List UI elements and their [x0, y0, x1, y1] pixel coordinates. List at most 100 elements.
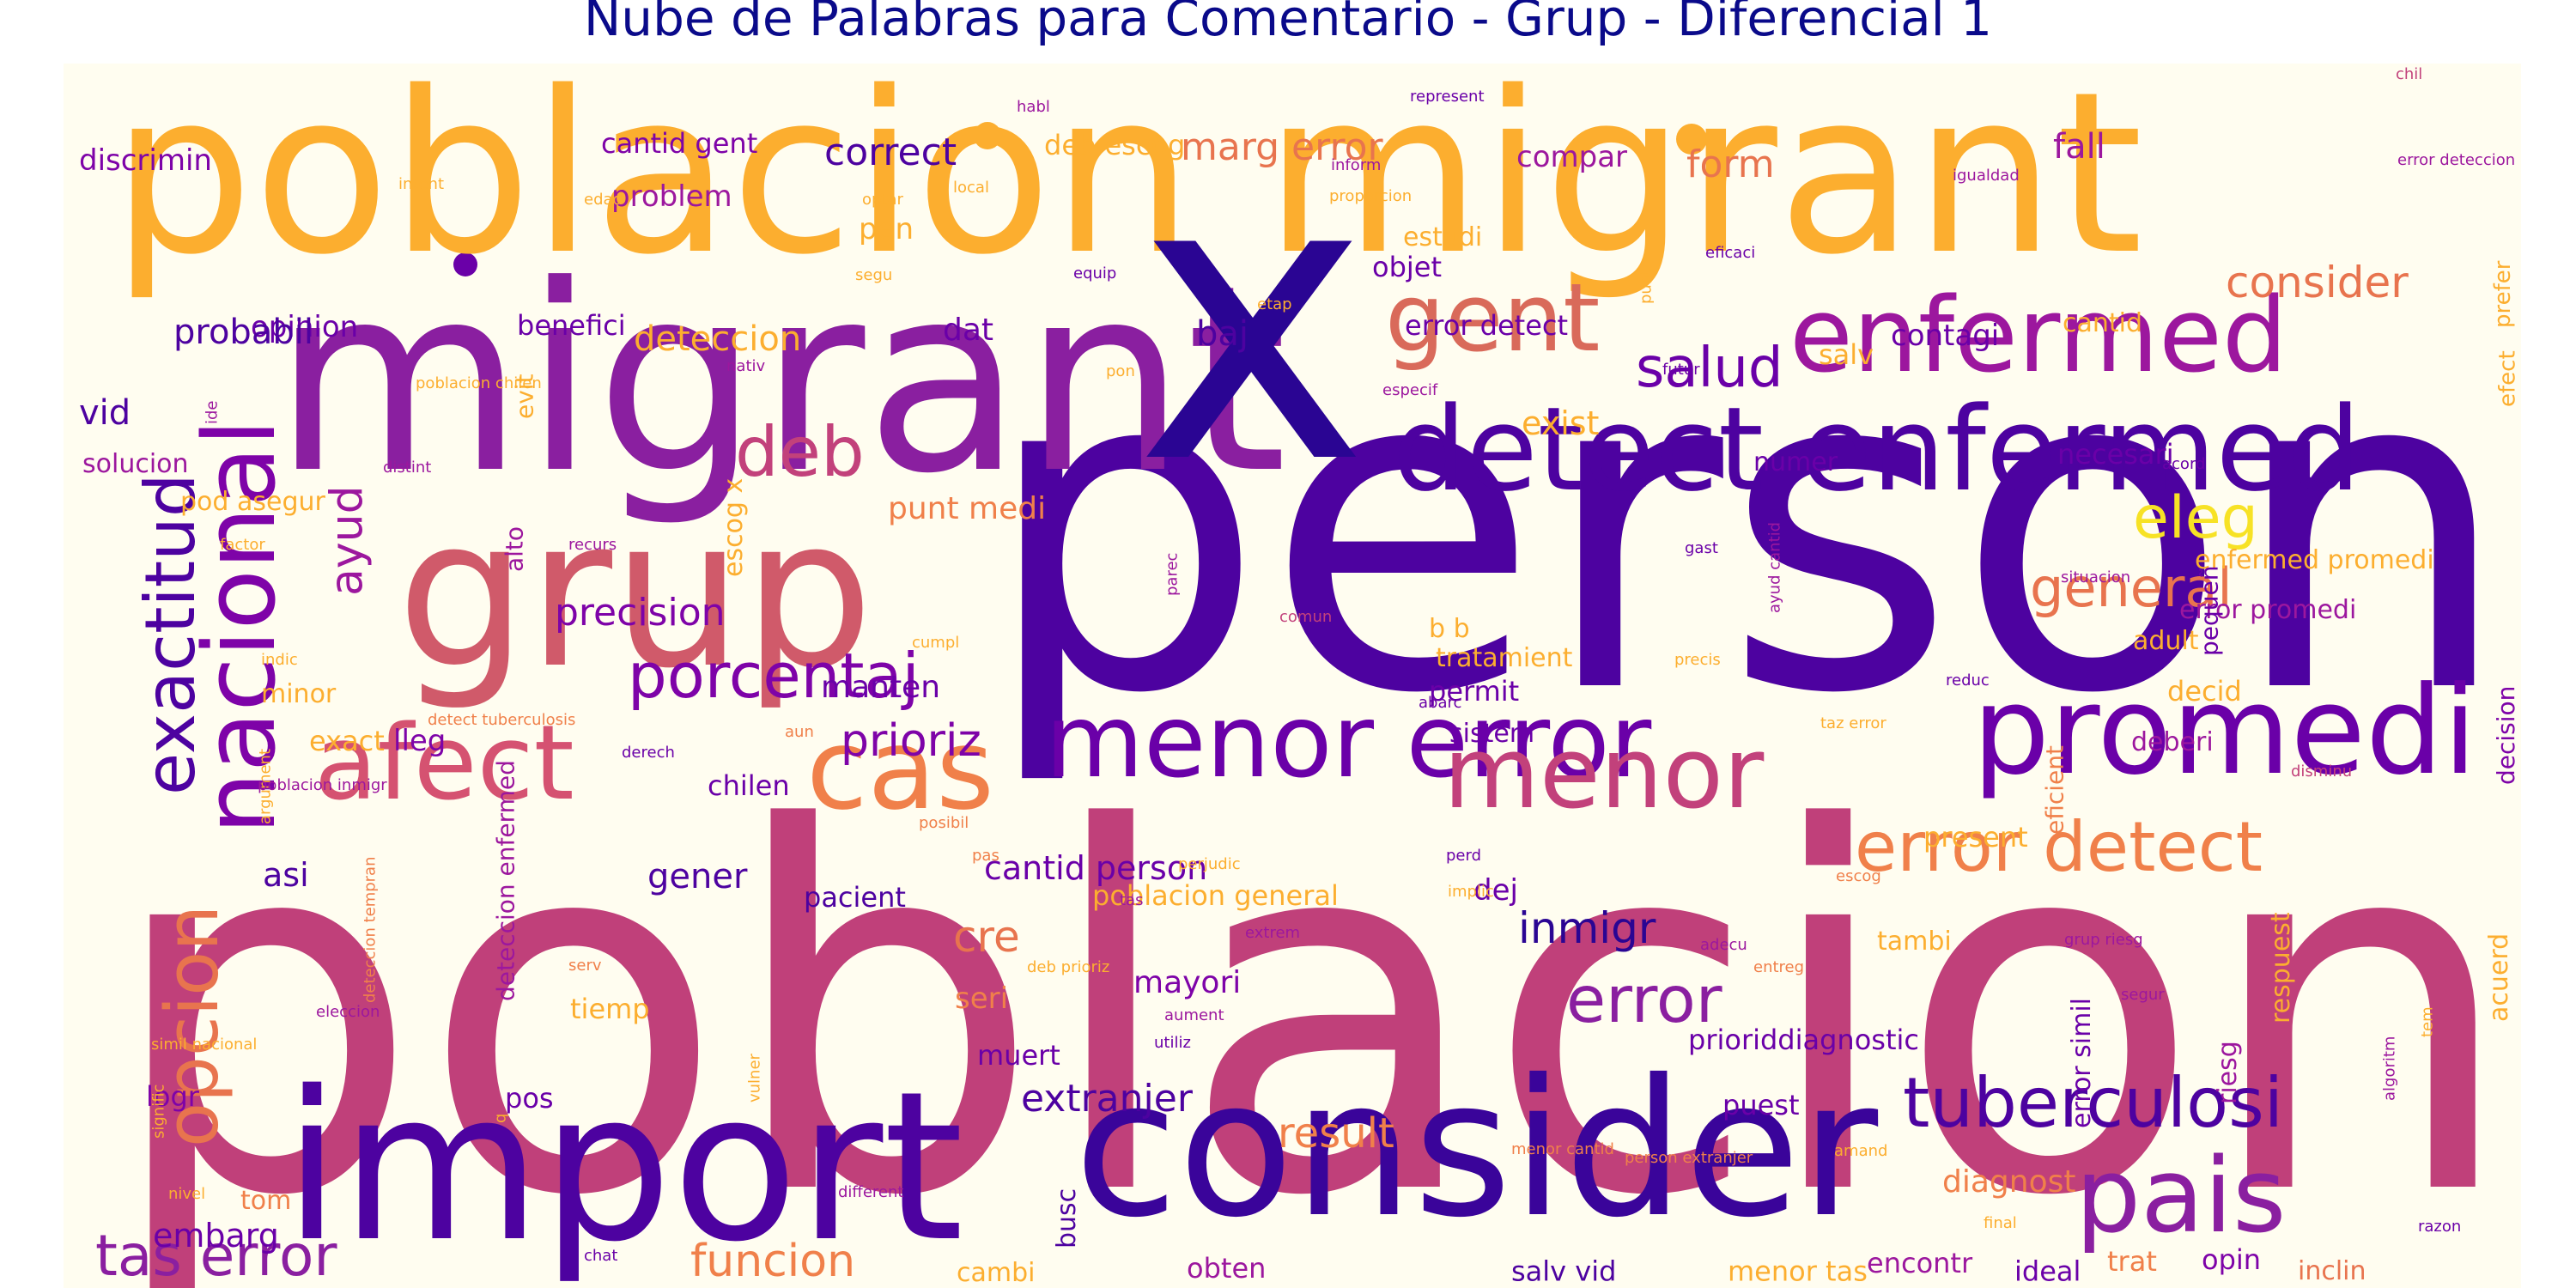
word-exact: exact [309, 725, 385, 757]
word-cre: cre [953, 912, 1020, 962]
word-eficient: eficient [2040, 745, 2069, 835]
word-situacion: situacion [2061, 568, 2130, 586]
word-salv-vid: salv vid [1511, 1255, 1616, 1288]
word-eficaci: eficaci [1705, 244, 1755, 262]
word-serv: serv [568, 957, 602, 975]
word-decid: decid [2167, 675, 2242, 708]
word-sistem: sistem [1449, 719, 1534, 749]
word-punt-medi: punt medi [888, 491, 1046, 526]
word-argument: argument [256, 749, 274, 824]
word-represent: represent [1410, 88, 1485, 106]
word-parec: parec [1163, 553, 1181, 596]
word-import: import [283, 1047, 963, 1287]
word-ayud: ayud [322, 485, 374, 596]
word-poblacion-chilen: poblacion chilen [416, 374, 542, 392]
word-derech: derech [622, 744, 675, 762]
word-detect-enfermed: detect enfermed [1393, 382, 2360, 517]
word-opcion: opcion [150, 905, 235, 1147]
word-present: present [1923, 821, 2028, 854]
word-consider: consider [2226, 258, 2409, 307]
word-eleg: eleg [2133, 484, 2258, 552]
word-tambi: tambi [1877, 927, 1952, 957]
word-deb-prioriz: deb prioriz [1027, 958, 1109, 976]
word-lleg: lleg [393, 724, 446, 758]
word-chilen: chilen [708, 769, 790, 802]
word-futur: futur [1662, 361, 1700, 379]
word-equip: equip [1073, 264, 1116, 283]
word-grup-riesg: grup riesg [2064, 931, 2143, 949]
word-detect-tuberculosis: detect tuberculosis [428, 711, 575, 729]
word-busc: busc [1052, 1188, 1082, 1249]
word-marg-error: marg error [1181, 125, 1383, 169]
word-entreg: entreg [1753, 958, 1804, 976]
word-evit: evit [510, 374, 538, 419]
word-decision: decision [2492, 686, 2520, 785]
word-opinion: opinion [251, 310, 358, 344]
word-gast: gast [1685, 539, 1718, 557]
word-promedi: promedi [1972, 660, 2477, 802]
word-logr: logr [146, 1080, 200, 1113]
word-objet: objet [1372, 251, 1442, 283]
word-grup: grup [397, 473, 873, 714]
word-aument: aument [1164, 1006, 1224, 1024]
word-asi: asi [263, 856, 309, 894]
word-poblacion: poblacion [105, 725, 2518, 1288]
word-cambi: cambi [957, 1258, 1035, 1288]
word-optar: optar [862, 191, 904, 209]
word-different: different [838, 1183, 903, 1201]
word-punt: punt [1637, 269, 1655, 304]
word-tas: tas [1120, 891, 1143, 909]
word-etap: etap [1257, 295, 1292, 313]
word-posibil: posibil [919, 814, 969, 832]
word-implic: implic [1448, 883, 1494, 901]
word-b-b: b b [1429, 614, 1470, 644]
word-intent: intent [398, 175, 444, 193]
word-puest: puest [1722, 1089, 1800, 1121]
word-taz-error: taz error [1820, 714, 1886, 732]
word-pon: pon [1106, 362, 1135, 380]
word-segu: segu [855, 266, 892, 284]
word-cantid: cantid [2063, 308, 2142, 338]
word-menor: menor [1443, 716, 1765, 831]
word-prefer: prefer [2490, 260, 2516, 328]
word-ayud-cantid: ayud cantid [1765, 522, 1783, 613]
word-edad: edad [584, 191, 623, 209]
word-cantid-person: cantid person [984, 849, 1207, 887]
word-error: error [1566, 962, 1722, 1037]
word-salv: salv [1819, 338, 1874, 371]
word-cloud-dot [453, 252, 477, 276]
word-manten: manten [821, 670, 940, 705]
word-habl: habl [1017, 98, 1050, 116]
word-tas-error: tas error [95, 1223, 337, 1288]
word-distint: distint [383, 459, 431, 477]
word-cloud: poblacion person poblacion migrant migrant x… [64, 64, 2521, 1288]
word-poblacion-migrant: poblacion migrant [112, 64, 2143, 304]
word-final: final [1984, 1214, 2017, 1232]
word-fall: fall [2053, 127, 2105, 167]
word-escog-x: escog x [719, 478, 749, 577]
word-muert: muert [977, 1039, 1060, 1072]
word-consider: consider [1074, 1039, 1879, 1259]
word-poblacion-general: poblacion general [1092, 879, 1339, 912]
word-estudi: estudi [1403, 222, 1482, 252]
word-compar: compar [1516, 140, 1627, 174]
word-ideal: ideal [2014, 1255, 2081, 1288]
word-pequen: pequeñ [2195, 566, 2223, 657]
word-q: q [491, 1114, 509, 1123]
word-solucion: solucion [82, 449, 189, 479]
word-acuerd: acuerd [2484, 933, 2514, 1022]
word-enfermed: enfermed [1789, 276, 2287, 396]
chart-title: Nube de Palabras para Comentario - Grup … [583, 0, 1993, 47]
word-discrimin: discrimin [79, 143, 212, 178]
word-abarc: abarc [1419, 694, 1461, 712]
word-salud: salud [1636, 337, 1783, 400]
word-encontr: encontr [1867, 1247, 1973, 1279]
word-tiemp: tiemp [570, 993, 650, 1025]
word-adult: adult [2133, 626, 2199, 656]
word-acord: acord [2162, 455, 2205, 473]
word-seri: seri [955, 981, 1008, 1016]
word-igualdad: igualdad [1953, 167, 2020, 185]
word-pos: pos [505, 1082, 554, 1115]
word-migrant: migrant [273, 230, 1287, 530]
word-poblacion-inmigr: poblacion inmigr [258, 776, 387, 794]
